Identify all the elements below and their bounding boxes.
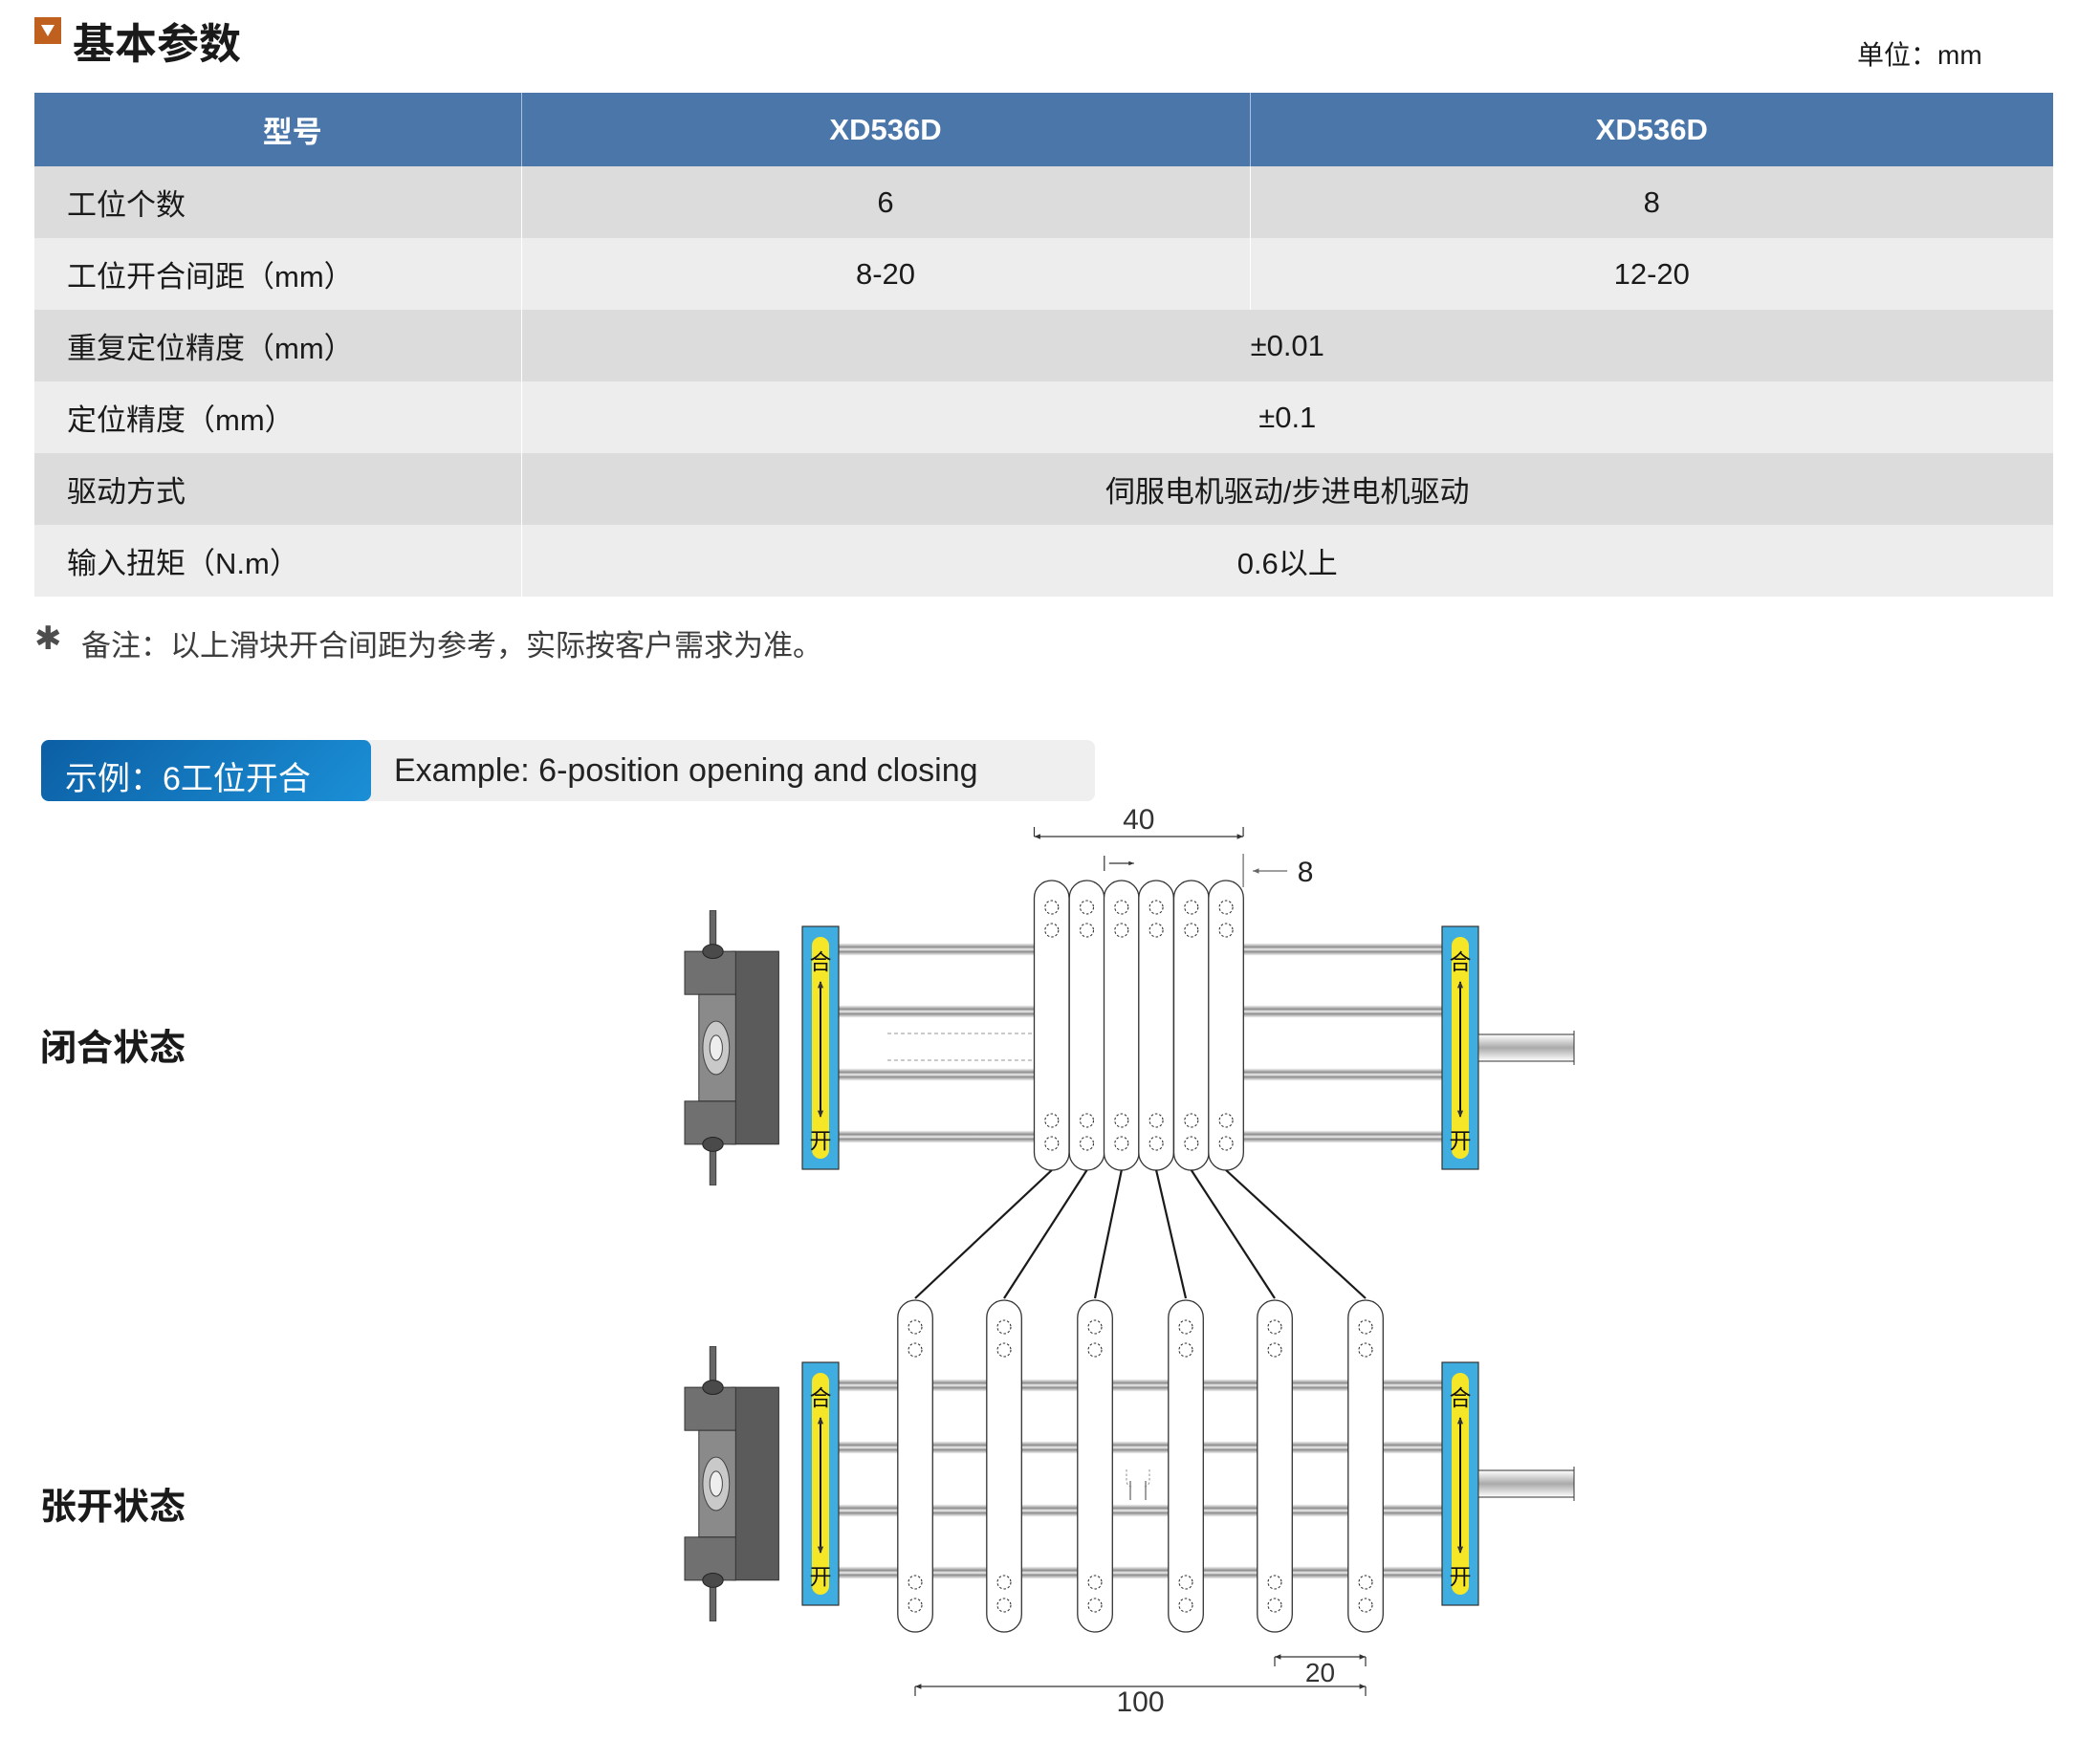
svg-text:开: 开: [810, 1558, 832, 1591]
svg-text:合: 合: [810, 1380, 832, 1412]
svg-text:合: 合: [1450, 1380, 1472, 1412]
svg-text:合: 合: [1450, 944, 1472, 976]
svg-text:开: 开: [1450, 1558, 1472, 1591]
svg-text:8: 8: [1298, 857, 1314, 888]
svg-text:开: 开: [1450, 1122, 1472, 1155]
svg-text:合: 合: [810, 944, 832, 976]
svg-text:40: 40: [1123, 804, 1154, 836]
svg-text:20: 20: [1305, 1658, 1335, 1687]
svg-text:100: 100: [1116, 1686, 1164, 1718]
svg-text:开: 开: [810, 1122, 832, 1155]
